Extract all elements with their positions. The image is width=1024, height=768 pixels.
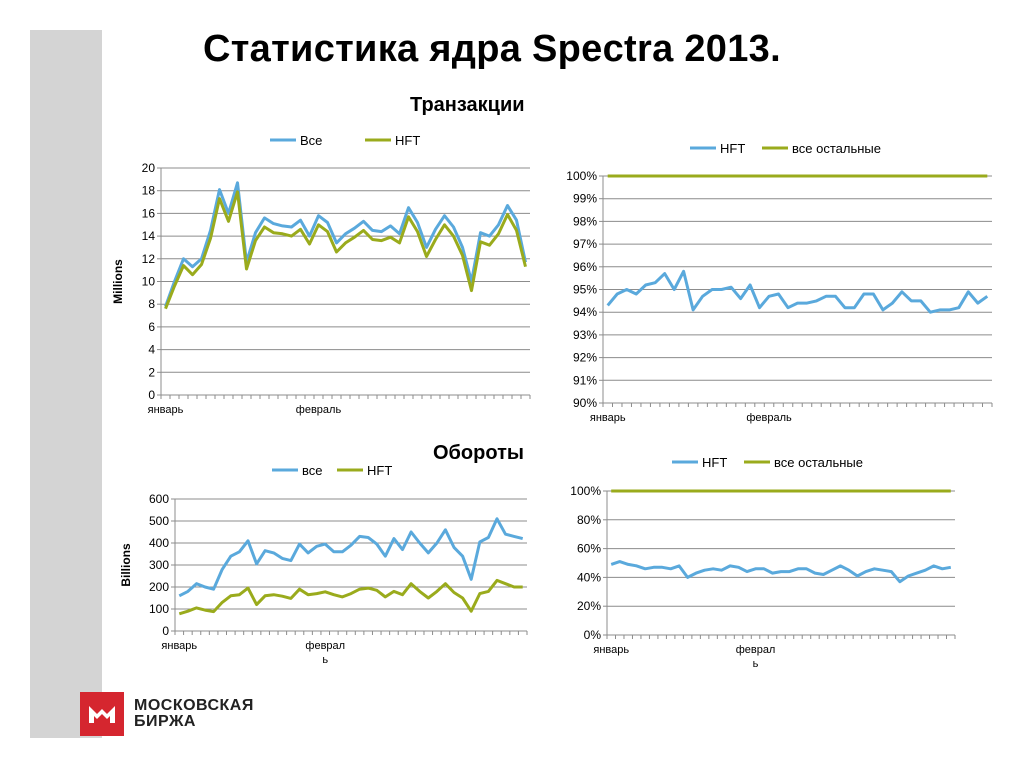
- y-tick-label: 40%: [577, 570, 601, 584]
- y-tick-label: 0%: [584, 628, 602, 642]
- x-tick-label: феврал: [305, 640, 345, 652]
- legend-label: все остальные: [774, 455, 863, 470]
- legend-label: все: [302, 463, 323, 478]
- x-tick-label: ь: [753, 658, 759, 670]
- y-tick-label: 0: [162, 624, 169, 638]
- y-tick-label: 400: [149, 536, 169, 550]
- y-tick-label: 8: [148, 297, 155, 311]
- x-tick-label: январь: [161, 640, 197, 652]
- y-tick-label: 91%: [573, 373, 597, 387]
- y-tick-label: 90%: [573, 396, 597, 410]
- series-line-hft: [164, 190, 527, 310]
- y-tick-label: 95%: [573, 283, 597, 297]
- series-line-hft: [606, 269, 989, 314]
- y-tick-label: 18: [142, 184, 156, 198]
- legend-label: Все: [300, 133, 322, 148]
- y-tick-label: 20%: [577, 599, 601, 613]
- y-tick-label: 500: [149, 514, 169, 528]
- moex-logo-icon: [80, 692, 124, 736]
- x-tick-label: январь: [593, 644, 629, 656]
- y-tick-label: 93%: [573, 328, 597, 342]
- y-tick-label: 14: [142, 229, 156, 243]
- y-tick-label: 96%: [573, 260, 597, 274]
- legend-label: HFT: [395, 133, 420, 148]
- y-tick-label: 20: [142, 161, 156, 175]
- y-tick-label: 97%: [573, 237, 597, 251]
- section-title-transactions: Транзакции: [410, 94, 525, 116]
- logo-text-line2: БИРЖА: [134, 713, 196, 730]
- y-tick-label: 100%: [570, 484, 601, 498]
- y-tick-label: 80%: [577, 513, 601, 527]
- y-tick-label: 600: [149, 492, 169, 506]
- x-tick-label: январь: [148, 404, 184, 416]
- logo-text-line1: МОСКОВСКАЯ: [134, 697, 254, 714]
- y-tick-label: 300: [149, 558, 169, 572]
- y-tick-label: 94%: [573, 305, 597, 319]
- y-tick-label: 98%: [573, 214, 597, 228]
- x-tick-label: февраль: [746, 412, 792, 424]
- y-tick-label: 2: [148, 365, 155, 379]
- series-line-hft: [610, 560, 952, 584]
- logo-text: МОСКОВСКАЯ БИРЖА: [134, 698, 254, 730]
- y-tick-label: 100%: [566, 169, 597, 183]
- y-tick-label: 10: [142, 275, 156, 289]
- legend-label: HFT: [367, 463, 392, 478]
- y-tick-label: 99%: [573, 192, 597, 206]
- y-tick-label: 6: [148, 320, 155, 334]
- series-line-hft: [178, 578, 523, 616]
- x-tick-label: февраль: [296, 404, 342, 416]
- y-tick-label: 60%: [577, 542, 601, 556]
- x-tick-label: феврал: [736, 644, 776, 656]
- x-tick-label: ь: [322, 654, 328, 666]
- y-tick-label: 12: [142, 252, 156, 266]
- y-tick-label: 16: [142, 206, 156, 220]
- y-tick-label: 4: [148, 343, 155, 357]
- x-tick-label: январь: [590, 412, 626, 424]
- y-tick-label: 200: [149, 580, 169, 594]
- series-line-все: [164, 181, 527, 308]
- y-tick-label: 100: [149, 602, 169, 616]
- series-line-все: [178, 517, 524, 598]
- legend-label: все остальные: [792, 141, 881, 156]
- y-axis-title: Billions: [119, 543, 133, 587]
- legend-label: HFT: [720, 141, 745, 156]
- y-tick-label: 92%: [573, 351, 597, 365]
- slide-title: Статистика ядра Spectra 2013.: [203, 28, 781, 70]
- legend-label: HFT: [702, 455, 727, 470]
- y-axis-title: Millions: [111, 259, 125, 304]
- section-title-turnover: Обороты: [433, 442, 524, 464]
- decorative-side-bar: [30, 30, 102, 738]
- y-tick-label: 0: [148, 388, 155, 402]
